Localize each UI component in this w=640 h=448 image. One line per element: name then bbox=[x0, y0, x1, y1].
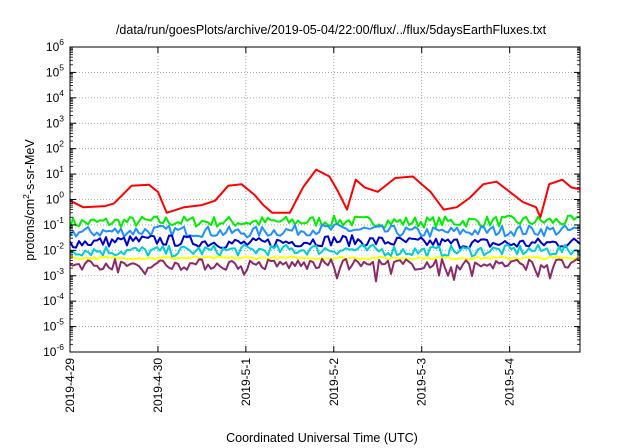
x-tick-label: 2019-5-1 bbox=[239, 358, 253, 406]
y-tick-label: 10-1 bbox=[43, 215, 64, 232]
x-axis-label: Coordinated Universal Time (UTC) bbox=[226, 431, 418, 445]
y-axis-label-suffix: -s-sr-MeV bbox=[23, 139, 37, 195]
series-line-7 bbox=[69, 258, 581, 283]
y-tick-label: 10-4 bbox=[43, 291, 64, 308]
x-tick-label: 2019-5-2 bbox=[327, 358, 341, 406]
y-tick-label: 102 bbox=[46, 139, 64, 156]
x-tick-label: 2019-4-29 bbox=[63, 358, 77, 413]
y-tick-label: 103 bbox=[46, 113, 64, 130]
y-tick-label: 10-3 bbox=[43, 266, 64, 283]
y-tick-label: 106 bbox=[46, 37, 64, 54]
y-tick-label: 10-5 bbox=[43, 317, 64, 334]
series-line-6 bbox=[69, 255, 581, 261]
x-tick-label: 2019-4-30 bbox=[151, 358, 165, 413]
y-tick-label: 10-6 bbox=[43, 342, 64, 359]
ticks: 106 105 104 103 102 101 100 10-1 10-2 10-3 10-4 10-… bbox=[43, 37, 580, 413]
series-line-1 bbox=[69, 168, 581, 219]
y-tick-label: 105 bbox=[46, 62, 64, 79]
y-axis-label: protons/cm2-s-sr-MeV bbox=[21, 139, 37, 261]
y-tick-label: 100 bbox=[46, 190, 64, 207]
y-axis-label-sup: 2 bbox=[21, 194, 31, 199]
series-line-4 bbox=[69, 234, 581, 250]
series-line-5 bbox=[69, 243, 581, 258]
y-tick-label: 104 bbox=[46, 88, 64, 105]
x-tick-label: 2019-5-3 bbox=[415, 358, 429, 406]
series-line-3 bbox=[69, 222, 581, 239]
y-tick-label: 10-2 bbox=[43, 240, 64, 257]
series-line-2 bbox=[69, 214, 581, 229]
y-tick-label: 101 bbox=[46, 164, 64, 181]
series-layer bbox=[69, 168, 581, 283]
chart-title: /data/run/goesPlots/archive/2019-05-04/2… bbox=[116, 23, 547, 37]
y-axis-label-prefix: protons/cm bbox=[23, 199, 37, 261]
grid bbox=[70, 46, 580, 353]
x-tick-label: 2019-5-4 bbox=[503, 358, 517, 406]
